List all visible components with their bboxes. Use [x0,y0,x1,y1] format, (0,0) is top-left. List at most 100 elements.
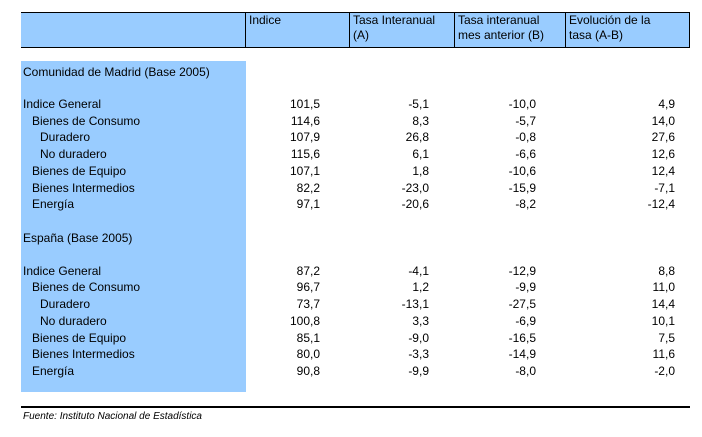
table-row: Bienes Intermedios 82,2 -23,0 -15,9 -7,1 [0,180,702,196]
header-divider [565,12,566,48]
cell-evolucion: -2,0 [654,364,675,378]
cell-tasa-b: -10,0 [508,97,536,111]
row-label: Bienes de Equipo [32,331,127,345]
header-tasa-interanual-line1: Tasa Interanual [353,13,436,27]
cell-tasa-b: -14,9 [508,347,536,361]
table-row: Bienes de Equipo 85,1 -9,0 -16,5 7,5 [0,330,702,346]
cell-indice: 115,6 [290,147,320,161]
table-row: Bienes de Consumo 96,7 1,2 -9,9 11,0 [0,279,702,295]
table-row: Bienes de Consumo 114,6 8,3 -5,7 14,0 [0,113,702,129]
cell-tasa-b: -27,5 [508,297,536,311]
source-note: Fuente: Instituto Nacional de Estadístic… [23,411,202,422]
row-label: Bienes Intermedios [32,181,135,195]
cell-tasa-b: -16,5 [508,331,536,345]
row-label: Indice General [23,264,102,278]
cell-indice: 90,8 [296,364,320,378]
header-tasa-interanual-line2: (A) [353,28,369,42]
header-evolucion-line2: tasa (A-B) [569,28,624,42]
cell-tasa-b: -10,6 [508,164,536,178]
header-divider [349,12,350,48]
header-tasa-interanual: Tasa Interanual (A) [350,12,454,48]
header-divider [689,12,690,48]
cell-tasa-a: -20,6 [401,197,429,211]
row-label: Energía [32,197,75,211]
row-label: Bienes de Consumo [32,114,141,128]
header-indice: Indice [246,12,349,48]
table-header [21,12,690,48]
cell-tasa-b: -0,8 [515,130,536,144]
table-row: Bienes de Equipo 107,1 1,8 -10,6 12,4 [0,163,702,179]
cell-evolucion: 4,9 [658,97,675,111]
cell-evolucion: 12,4 [651,164,675,178]
section-title-espana: España (Base 2005) [23,231,133,245]
cell-tasa-a: -9,9 [408,364,429,378]
header-divider [454,12,455,48]
cell-tasa-b: -5,7 [515,114,536,128]
cell-indice: 114,6 [290,114,320,128]
label-column-highlight [21,61,246,392]
cell-indice: 85,1 [296,331,320,345]
section-title-madrid: Comunidad de Madrid (Base 2005) [23,65,210,79]
table-row: Indice General 87,2 -4,1 -12,9 8,8 [0,263,702,279]
header-tasa-mes-anterior: Tasa interanual mes anterior (B) [455,12,565,48]
cell-tasa-b: -6,6 [515,147,536,161]
cell-evolucion: 12,6 [651,147,675,161]
cell-tasa-a: -4,1 [408,264,429,278]
cell-tasa-a: 1,8 [412,164,429,178]
cell-tasa-a: 1,2 [412,280,429,294]
cell-tasa-b: -6,9 [515,314,536,328]
cell-indice: 100,8 [289,314,320,328]
cell-tasa-b: -8,0 [515,364,536,378]
cell-evolucion: 11,0 [652,280,675,294]
table-row: Energía 97,1 -20,6 -8,2 -12,4 [0,196,702,212]
cell-evolucion: 14,4 [651,297,675,311]
cell-evolucion: 27,6 [651,130,675,144]
row-label: Duradero [40,297,91,311]
row-label: No duradero [40,147,107,161]
table-row: Duradero 107,9 26,8 -0,8 27,6 [0,129,702,145]
cell-tasa-b: -8,2 [515,197,536,211]
cell-tasa-b: -15,9 [508,181,536,195]
cell-tasa-a: 8,3 [412,114,429,128]
cell-indice: 87,2 [296,264,320,278]
cell-tasa-a: -23,0 [401,181,429,195]
cell-tasa-a: -3,3 [408,347,429,361]
header-tasa-mes-anterior-line2: mes anterior (B) [458,28,545,42]
cell-tasa-a: 3,3 [412,314,429,328]
cell-indice: 107,9 [289,130,320,144]
table-row: Duradero 73,7 -13,1 -27,5 14,4 [0,296,702,312]
table-row: Energía 90,8 -9,9 -8,0 -2,0 [0,363,702,379]
cell-tasa-a: 6,1 [412,147,429,161]
table-row: Bienes Intermedios 80,0 -3,3 -14,9 11,6 [0,346,702,362]
row-label: Indice General [23,97,102,111]
row-label: Energía [32,364,75,378]
cell-evolucion: 7,5 [658,331,675,345]
row-label: Bienes de Equipo [32,164,127,178]
cell-tasa-a: -5,1 [408,97,429,111]
header-divider [245,12,246,48]
cell-evolucion: 11,6 [652,347,675,361]
header-tasa-mes-anterior-line1: Tasa interanual [458,13,540,27]
cell-evolucion: 10,1 [651,314,675,328]
table-row: No duradero 115,6 6,1 -6,6 12,6 [0,146,702,162]
cell-indice: 73,7 [296,297,320,311]
cell-evolucion: 14,0 [651,114,675,128]
cell-indice: 82,2 [296,181,320,195]
row-label: No duradero [40,314,107,328]
row-label: Duradero [40,130,91,144]
table-row: Indice General 101,5 -5,1 -10,0 4,9 [0,96,702,112]
cell-tasa-b: -9,9 [515,280,536,294]
cell-indice: 97,1 [296,197,320,211]
cell-evolucion: -7,1 [654,181,675,195]
cell-tasa-a: 26,8 [405,130,429,144]
header-evolucion: Evolución de la tasa (A-B) [566,12,689,48]
bottom-rule [21,406,690,408]
cell-tasa-b: -12,9 [508,264,536,278]
table-row: No duradero 100,8 3,3 -6,9 10,1 [0,313,702,329]
cell-indice: 107,1 [289,164,320,178]
row-label: Bienes Intermedios [32,347,135,361]
header-evolucion-line1: Evolución de la [569,13,651,27]
cell-evolucion: 8,8 [658,264,675,278]
cell-tasa-a: -13,1 [401,297,429,311]
